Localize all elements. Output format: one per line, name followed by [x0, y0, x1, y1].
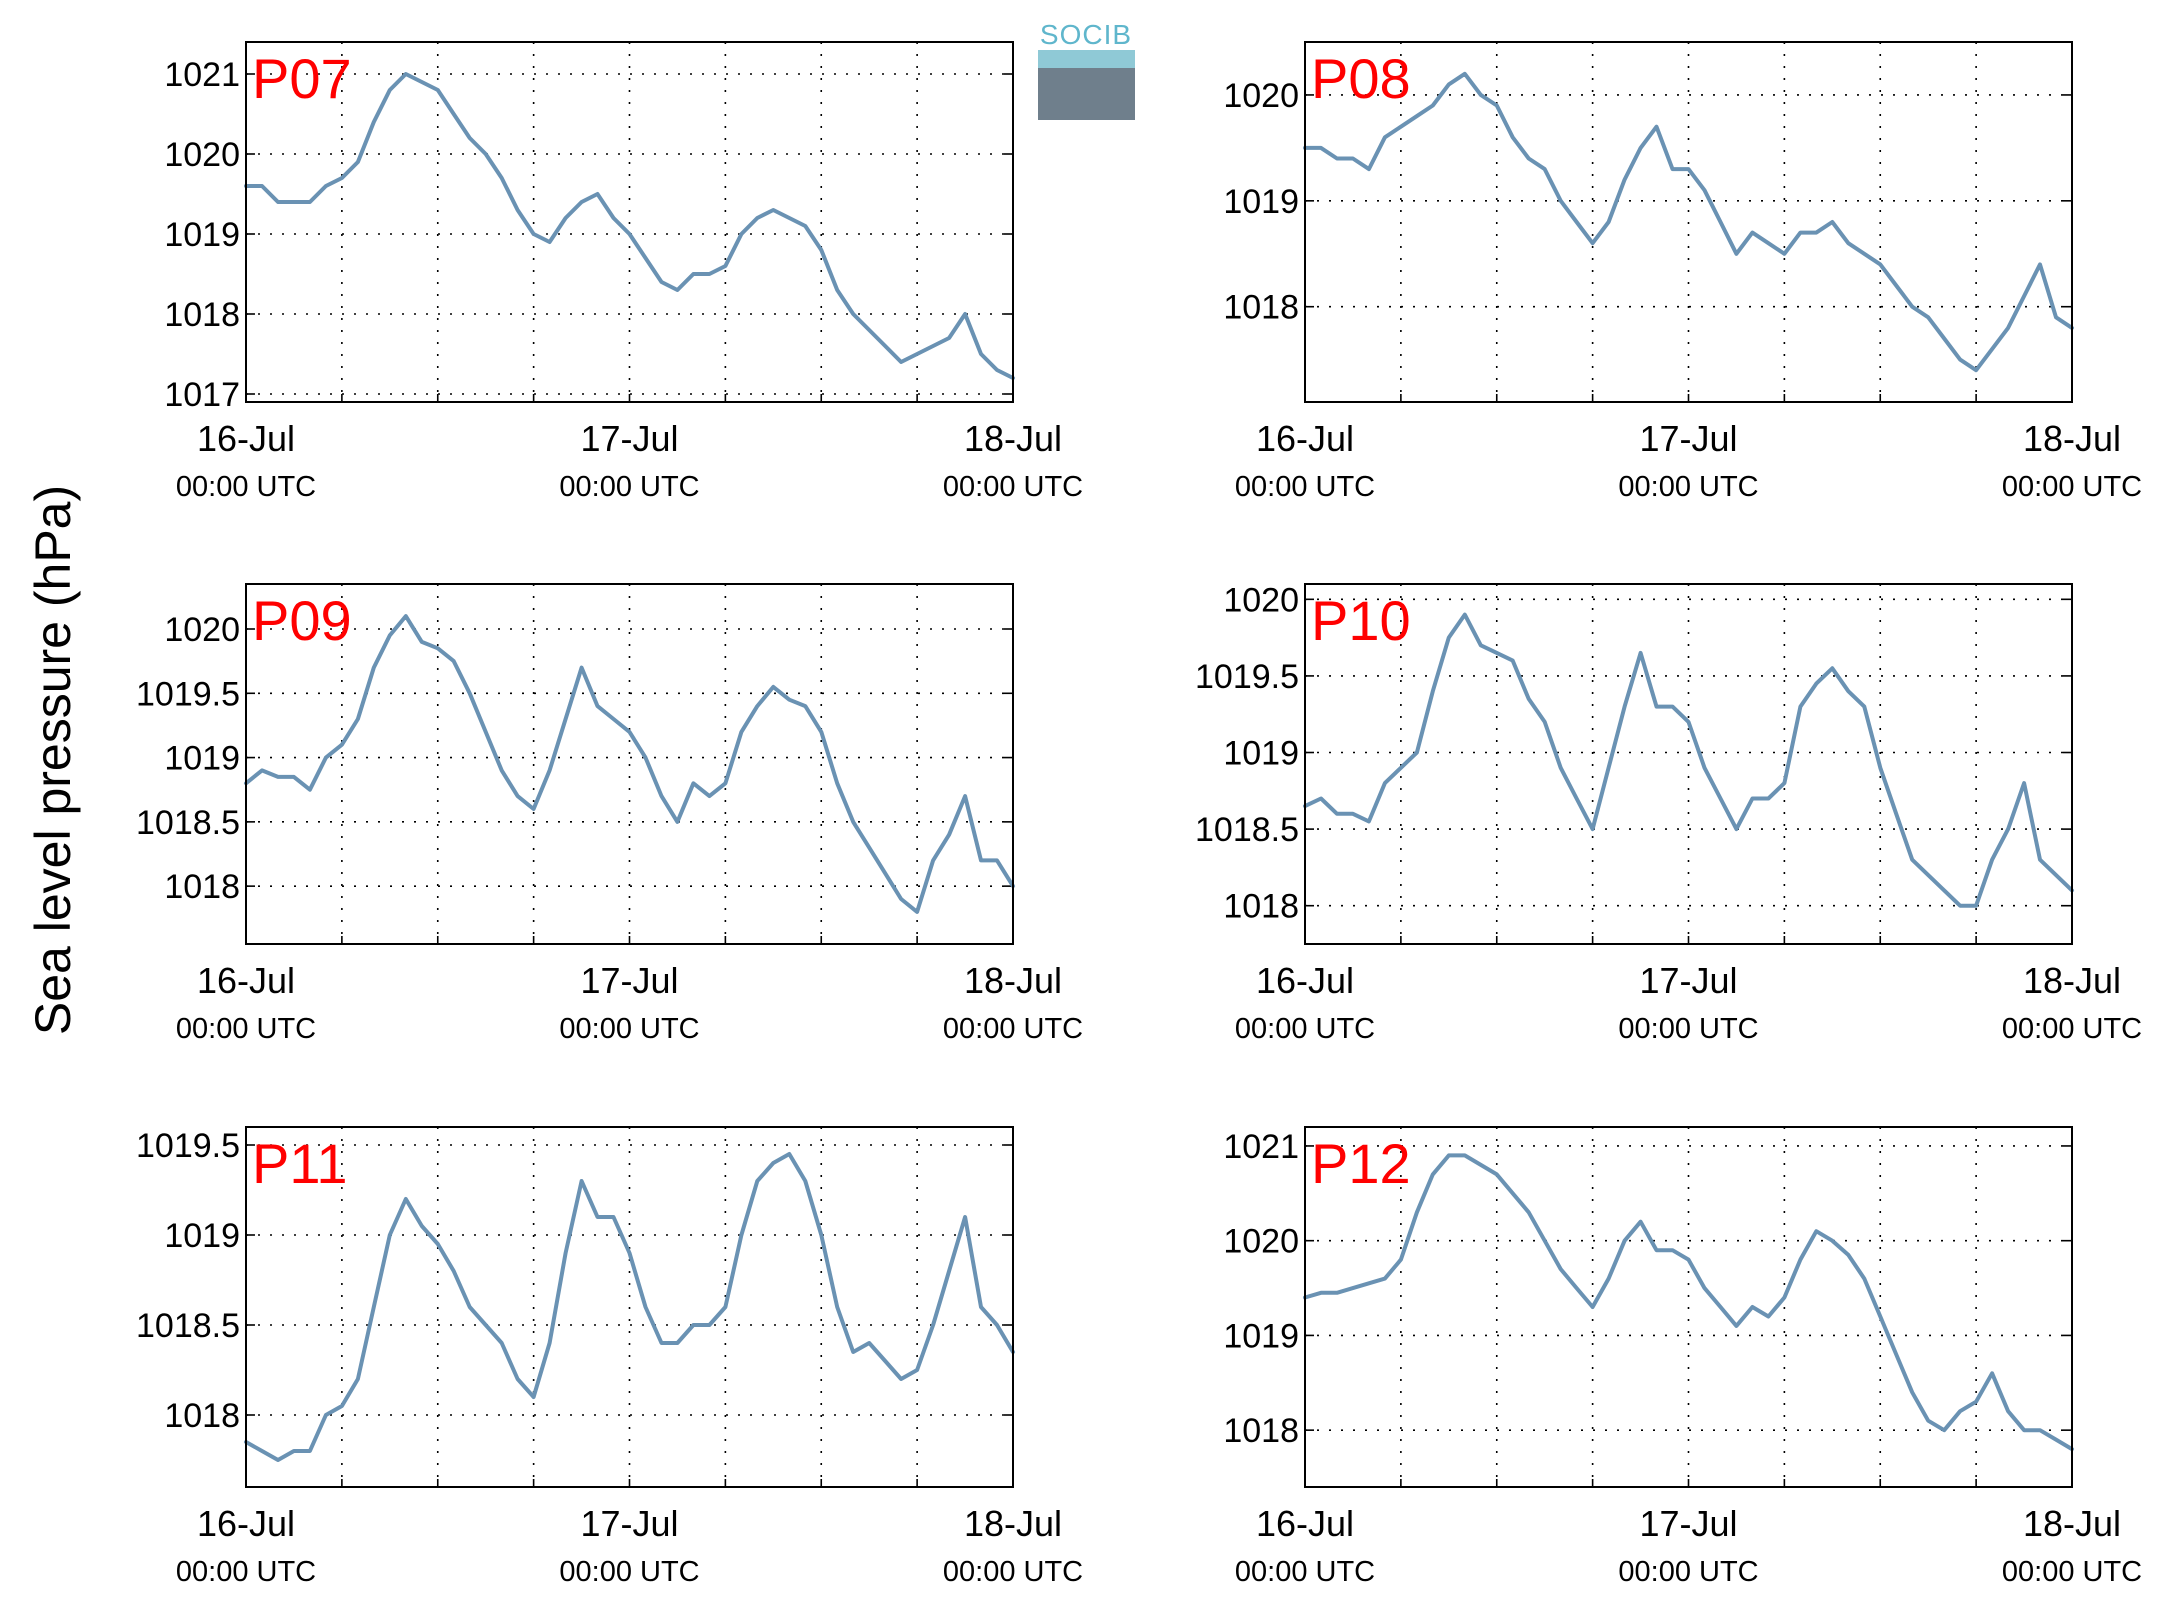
y-tick-label: 1019.5	[136, 1127, 240, 1165]
panel-title: P08	[1311, 47, 1411, 110]
y-tick-label: 1020	[1223, 581, 1299, 619]
y-tick-label: 1019	[164, 1217, 240, 1255]
x-tick-label: 16-Jul	[197, 1503, 295, 1544]
x-tick-label: 17-Jul	[1639, 418, 1737, 459]
x-tick-sublabel: 00:00 UTC	[1618, 1013, 1758, 1045]
x-tick-sublabel: 00:00 UTC	[1618, 471, 1758, 503]
series-line	[1303, 612, 2074, 908]
y-tick-label: 1018.5	[136, 804, 240, 842]
panel-p11: 1018 1018.5 1019 1019.5 16-Jul 00:00 UTC 17-Ju…	[136, 1126, 1083, 1588]
y-tick-label: 1018.5	[1195, 811, 1299, 849]
series-line	[244, 72, 1015, 380]
x-tick-label: 17-Jul	[1639, 1503, 1737, 1544]
x-tick-sublabel: 00:00 UTC	[559, 1013, 699, 1045]
y-tick-label: 1019.5	[136, 675, 240, 713]
y-tick-label: 1018	[1223, 289, 1299, 327]
y-tick-label: 1018	[164, 296, 240, 334]
x-tick-label: 18-Jul	[964, 960, 1062, 1001]
y-tick-label: 1019	[164, 216, 240, 254]
x-tick-label: 17-Jul	[1639, 960, 1737, 1001]
y-tick-label: 1017	[164, 376, 240, 414]
panel-title: P10	[1311, 589, 1411, 652]
x-tick-sublabel: 00:00 UTC	[1618, 1556, 1758, 1588]
y-tick-label: 1021	[164, 56, 240, 94]
x-tick-sublabel: 00:00 UTC	[2002, 1013, 2142, 1045]
panel-title: P09	[252, 589, 352, 652]
x-tick-sublabel: 00:00 UTC	[176, 1013, 316, 1045]
x-tick-label: 16-Jul	[1256, 1503, 1354, 1544]
y-tick-label: 1021	[1223, 1128, 1299, 1166]
x-tick-label: 18-Jul	[964, 418, 1062, 459]
x-tick-sublabel: 00:00 UTC	[1235, 1013, 1375, 1045]
x-tick-sublabel: 00:00 UTC	[2002, 1556, 2142, 1588]
x-tick-sublabel: 00:00 UTC	[2002, 471, 2142, 503]
panel-title: P07	[252, 47, 352, 110]
y-tick-label: 1019	[1223, 1317, 1299, 1355]
x-tick-sublabel: 00:00 UTC	[1235, 1556, 1375, 1588]
y-tick-label: 1020	[164, 611, 240, 649]
x-tick-label: 18-Jul	[2023, 1503, 2121, 1544]
plot-frame	[1304, 1126, 2073, 1488]
x-tick-label: 18-Jul	[2023, 418, 2121, 459]
x-tick-sublabel: 00:00 UTC	[559, 1556, 699, 1588]
panel-title: P11	[252, 1132, 347, 1195]
socib-logo: SOCIB	[1038, 19, 1135, 120]
panel-p08: 1018 1019 1020 16-Jul 00:00 UTC 17-Jul 00:00 U…	[1223, 41, 2142, 503]
series-line	[244, 614, 1015, 914]
panel-p10: 1018 1018.5 1019 1019.5 1020 16-Jul 00:00 UTC 1…	[1195, 581, 2142, 1045]
y-tick-label: 1018.5	[136, 1307, 240, 1345]
x-tick-sublabel: 00:00 UTC	[176, 1556, 316, 1588]
x-tick-label: 18-Jul	[2023, 960, 2121, 1001]
x-tick-label: 18-Jul	[964, 1503, 1062, 1544]
x-tick-label: 16-Jul	[1256, 960, 1354, 1001]
series-line	[244, 1152, 1015, 1462]
x-tick-sublabel: 00:00 UTC	[943, 1556, 1083, 1588]
y-tick-label: 1018	[1223, 888, 1299, 926]
panel-p09: 1018 1018.5 1019 1019.5 1020 16-Jul 00:00 UTC 1…	[136, 583, 1083, 1045]
plot-frame	[245, 1126, 1014, 1488]
plot-frame	[245, 41, 1014, 403]
y-tick-label: 1019.5	[1195, 658, 1299, 696]
y-tick-label: 1018	[1223, 1412, 1299, 1450]
series-line	[1303, 71, 2074, 373]
panel-p07: 1017 1018 1019 1020 1021 16-Jul 00:00 UTC 17-Ju…	[164, 41, 1083, 503]
y-tick-label: 1019	[164, 740, 240, 778]
y-tick-label: 1020	[164, 136, 240, 174]
logo-text: SOCIB	[1040, 19, 1132, 50]
x-tick-sublabel: 00:00 UTC	[943, 471, 1083, 503]
x-tick-sublabel: 00:00 UTC	[559, 471, 699, 503]
x-tick-label: 17-Jul	[580, 418, 678, 459]
x-tick-label: 16-Jul	[197, 960, 295, 1001]
y-tick-label: 1020	[1223, 77, 1299, 115]
plot-frame	[1304, 41, 2073, 403]
plot-frame	[245, 583, 1014, 945]
y-tick-label: 1019	[1223, 735, 1299, 773]
logo-wave	[1038, 50, 1135, 68]
y-tick-label: 1020	[1223, 1223, 1299, 1261]
y-tick-label: 1018	[164, 1397, 240, 1435]
x-tick-label: 16-Jul	[1256, 418, 1354, 459]
y-axis-label: Sea level pressure (hPa)	[25, 485, 81, 1035]
y-tick-label: 1019	[1223, 183, 1299, 221]
x-tick-label: 17-Jul	[580, 1503, 678, 1544]
plot-frame	[1304, 583, 2073, 945]
x-tick-sublabel: 00:00 UTC	[176, 471, 316, 503]
x-tick-sublabel: 00:00 UTC	[1235, 471, 1375, 503]
y-tick-label: 1018	[164, 868, 240, 906]
x-tick-sublabel: 00:00 UTC	[943, 1013, 1083, 1045]
x-tick-label: 16-Jul	[197, 418, 295, 459]
x-tick-label: 17-Jul	[580, 960, 678, 1001]
panel-p12: 1018 1019 1020 1021 16-Jul 00:00 UTC 17-Jul 00:…	[1223, 1126, 2142, 1588]
series-line	[1303, 1153, 2074, 1452]
panel-title: P12	[1311, 1132, 1411, 1195]
